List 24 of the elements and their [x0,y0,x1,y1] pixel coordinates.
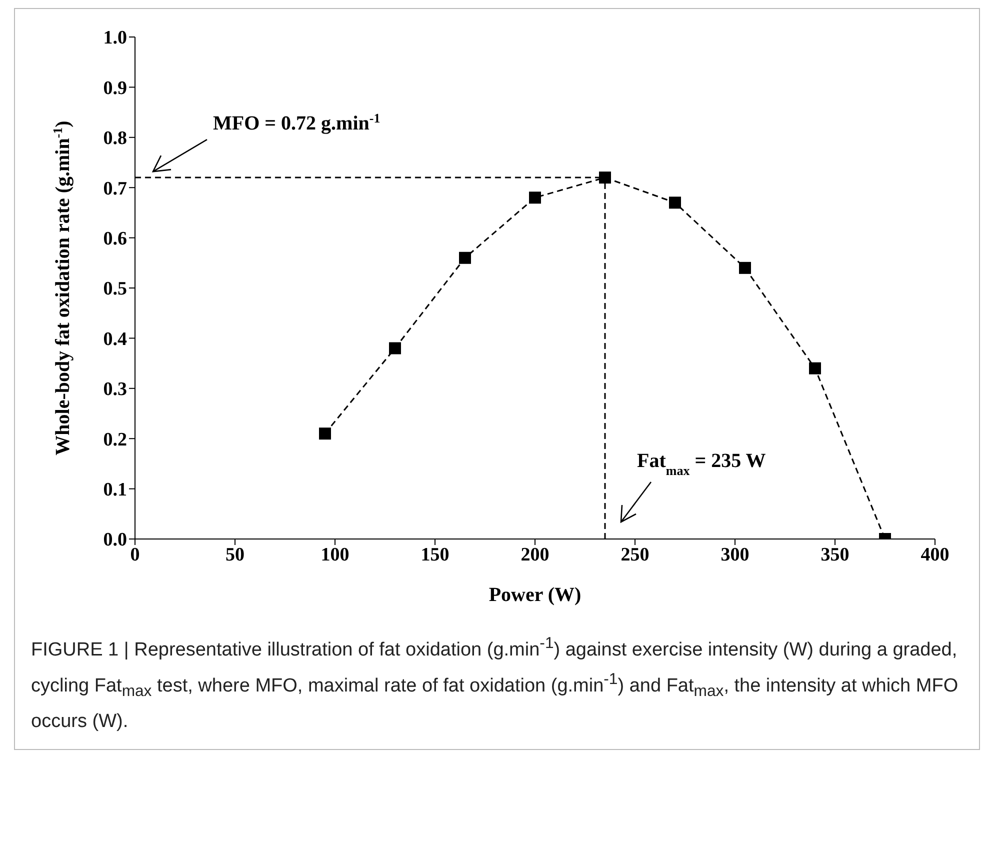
y-tick-label: 0.7 [103,178,128,200]
x-tick-label: 0 [130,544,140,566]
ref-line-label: MFO = 0.72 g.min$^{-1}$ [213,110,380,135]
text: FIGURE 1 | Representative illustration of fat oxidation (g.min$^{-1}$) against exercise intensity (W) during a graded, cycling Fat$_{max}$ test, where MFO, maximal rate of fat oxidation (g.min$^{-1}$) and Fat$_{max}$, the intensity at which MFO occurs (W). [31,635,958,732]
y-tick-label: 0.1 [103,480,127,501]
y-tick-label: 0.9 [103,78,127,99]
y-tick-label: 0.6 [103,228,127,250]
x-axis-title: Power (W) [488,584,582,606]
x-tick-label: 400 [920,544,950,566]
y-tick-label: 0.8 [103,128,127,150]
x-tick-label: 300 [720,544,750,566]
x-tick-label: 100 [320,544,350,566]
x-tick-label: 350 [820,544,850,566]
y-tick-label: 1.0 [103,28,127,49]
x-tick-label: 200 [520,544,550,566]
y-tick-label: 0.2 [103,429,127,450]
y-tick-label: 0.3 [103,379,127,400]
ref-line-label: Fat$_{max}$ = 235 W [637,450,766,478]
x-tick-label: 250 [620,544,650,566]
x-tick-label: 50 [226,544,244,566]
y-tick-label: 0.0 [103,530,127,551]
y-tick-label: 0.5 [103,278,127,300]
x-tick-label: 150 [420,544,450,566]
y-tick-label: 0.4 [103,328,128,350]
